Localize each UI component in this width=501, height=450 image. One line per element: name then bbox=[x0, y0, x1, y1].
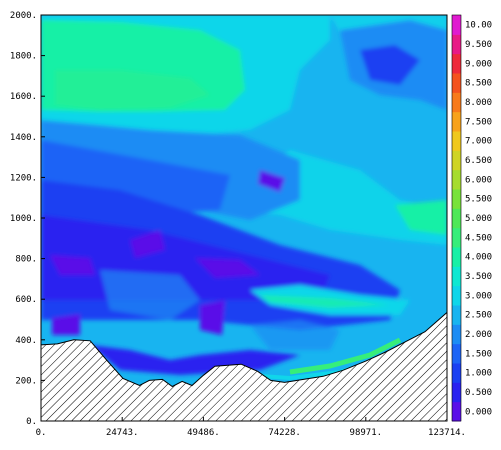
x-tick-label: 123714. bbox=[428, 428, 466, 438]
colorbar-swatch bbox=[452, 92, 461, 113]
colorbar-swatch bbox=[452, 150, 461, 171]
terrain-mask bbox=[41, 311, 447, 421]
colorbar-label: 8.000 bbox=[465, 98, 492, 108]
colorbar-swatch bbox=[452, 34, 461, 55]
y-tick-label: 1600. bbox=[10, 92, 37, 102]
y-tick-label: 1800. bbox=[10, 52, 37, 62]
colorbar-label: 4.500 bbox=[465, 233, 492, 243]
colorbar-swatch bbox=[452, 343, 461, 364]
contour-purple-3 bbox=[195, 258, 260, 278]
colorbar-label: 1.500 bbox=[465, 349, 492, 359]
colorbar-swatch bbox=[452, 401, 461, 422]
colorbar-label: 2.000 bbox=[465, 330, 492, 340]
x-axis: 0. 24743. 49486. 74228. 98971. 123714. bbox=[36, 417, 466, 438]
colorbar-label: 6.000 bbox=[465, 175, 492, 185]
y-tick-label: 1000. bbox=[10, 214, 37, 224]
y-tick-label: 600. bbox=[15, 295, 37, 305]
colorbar-swatch bbox=[452, 169, 461, 190]
y-tick-label: 1400. bbox=[10, 133, 37, 143]
x-tick-label: 24743. bbox=[106, 428, 139, 438]
colorbar-label: 4.000 bbox=[465, 253, 492, 263]
colorbar-swatch bbox=[452, 73, 461, 93]
colorbar-label: 1.000 bbox=[465, 369, 492, 379]
contour-purple-5 bbox=[52, 314, 80, 335]
colorbar-swatch bbox=[452, 53, 461, 74]
contour-upper-green2 bbox=[55, 70, 210, 110]
colorbar-swatch bbox=[452, 363, 461, 383]
contour-lower-blue2 bbox=[250, 320, 340, 350]
colorbar-label: 7.500 bbox=[465, 117, 492, 127]
colorbar-label: 10.00 bbox=[465, 21, 492, 31]
colorbar-label: 9.500 bbox=[465, 40, 492, 50]
x-tick-label: 0. bbox=[36, 428, 47, 438]
colorbar-swatch bbox=[452, 15, 461, 35]
x-tick-label: 98971. bbox=[350, 428, 383, 438]
contour-purple-7 bbox=[258, 170, 285, 192]
y-tick-label: 400. bbox=[15, 336, 37, 346]
colorbar-frame bbox=[451, 14, 462, 422]
colorbar: 0.000 0.500 1.000 1.500 2.000 2.500 3.000 3.500… bbox=[451, 14, 492, 422]
colorbar-label: 0.000 bbox=[465, 407, 492, 417]
colorbar-label: 3.000 bbox=[465, 291, 492, 301]
contour-lower-aqua bbox=[260, 295, 390, 308]
colorbar-swatch bbox=[452, 285, 461, 306]
x-tick-label: 49486. bbox=[187, 428, 220, 438]
terrain-green-strip bbox=[289, 337, 402, 375]
colorbar-label: 9.000 bbox=[465, 59, 492, 69]
contour-right-dark bbox=[360, 45, 420, 85]
colorbar-swatch bbox=[452, 227, 461, 248]
colorbar-swatch bbox=[452, 189, 461, 209]
colorbar-label: 5.000 bbox=[465, 214, 492, 224]
colorbar-swatch bbox=[452, 111, 461, 132]
colorbar-swatch bbox=[452, 305, 461, 325]
colorbar-swatch bbox=[452, 382, 461, 403]
colorbar-swatch bbox=[452, 266, 461, 287]
y-tick-label: 200. bbox=[15, 376, 37, 386]
x-tick-label: 74228. bbox=[268, 428, 301, 438]
colorbar-label: 2.500 bbox=[465, 311, 492, 321]
contour-purple-1 bbox=[50, 255, 95, 275]
colorbar-label: 7.000 bbox=[465, 137, 492, 147]
colorbar-label: 8.500 bbox=[465, 79, 492, 89]
y-tick-label: 0. bbox=[26, 417, 37, 427]
colorbar-swatch bbox=[452, 324, 461, 345]
colorbar-swatch bbox=[452, 131, 461, 151]
y-axis: 0. 200. 400. 600. 800. 1000. 1200. 1400. 1600. 18… bbox=[10, 11, 45, 427]
y-tick-label: 2000. bbox=[10, 11, 37, 21]
contour-field bbox=[41, 15, 447, 421]
colorbar-label: 0.500 bbox=[465, 388, 492, 398]
y-tick-label: 800. bbox=[15, 255, 37, 265]
contour-lower-blue bbox=[100, 270, 200, 320]
colorbar-label: 5.500 bbox=[465, 195, 492, 205]
contour-purple-4 bbox=[200, 300, 225, 335]
colorbar-label: 3.500 bbox=[465, 272, 492, 282]
y-tick-label: 1200. bbox=[10, 173, 37, 183]
colorbar-swatch bbox=[452, 247, 461, 267]
contour-purple-2 bbox=[130, 230, 165, 258]
colorbar-swatch bbox=[452, 208, 461, 229]
colorbar-label: 6.500 bbox=[465, 156, 492, 166]
contour-mid-green bbox=[395, 200, 447, 235]
